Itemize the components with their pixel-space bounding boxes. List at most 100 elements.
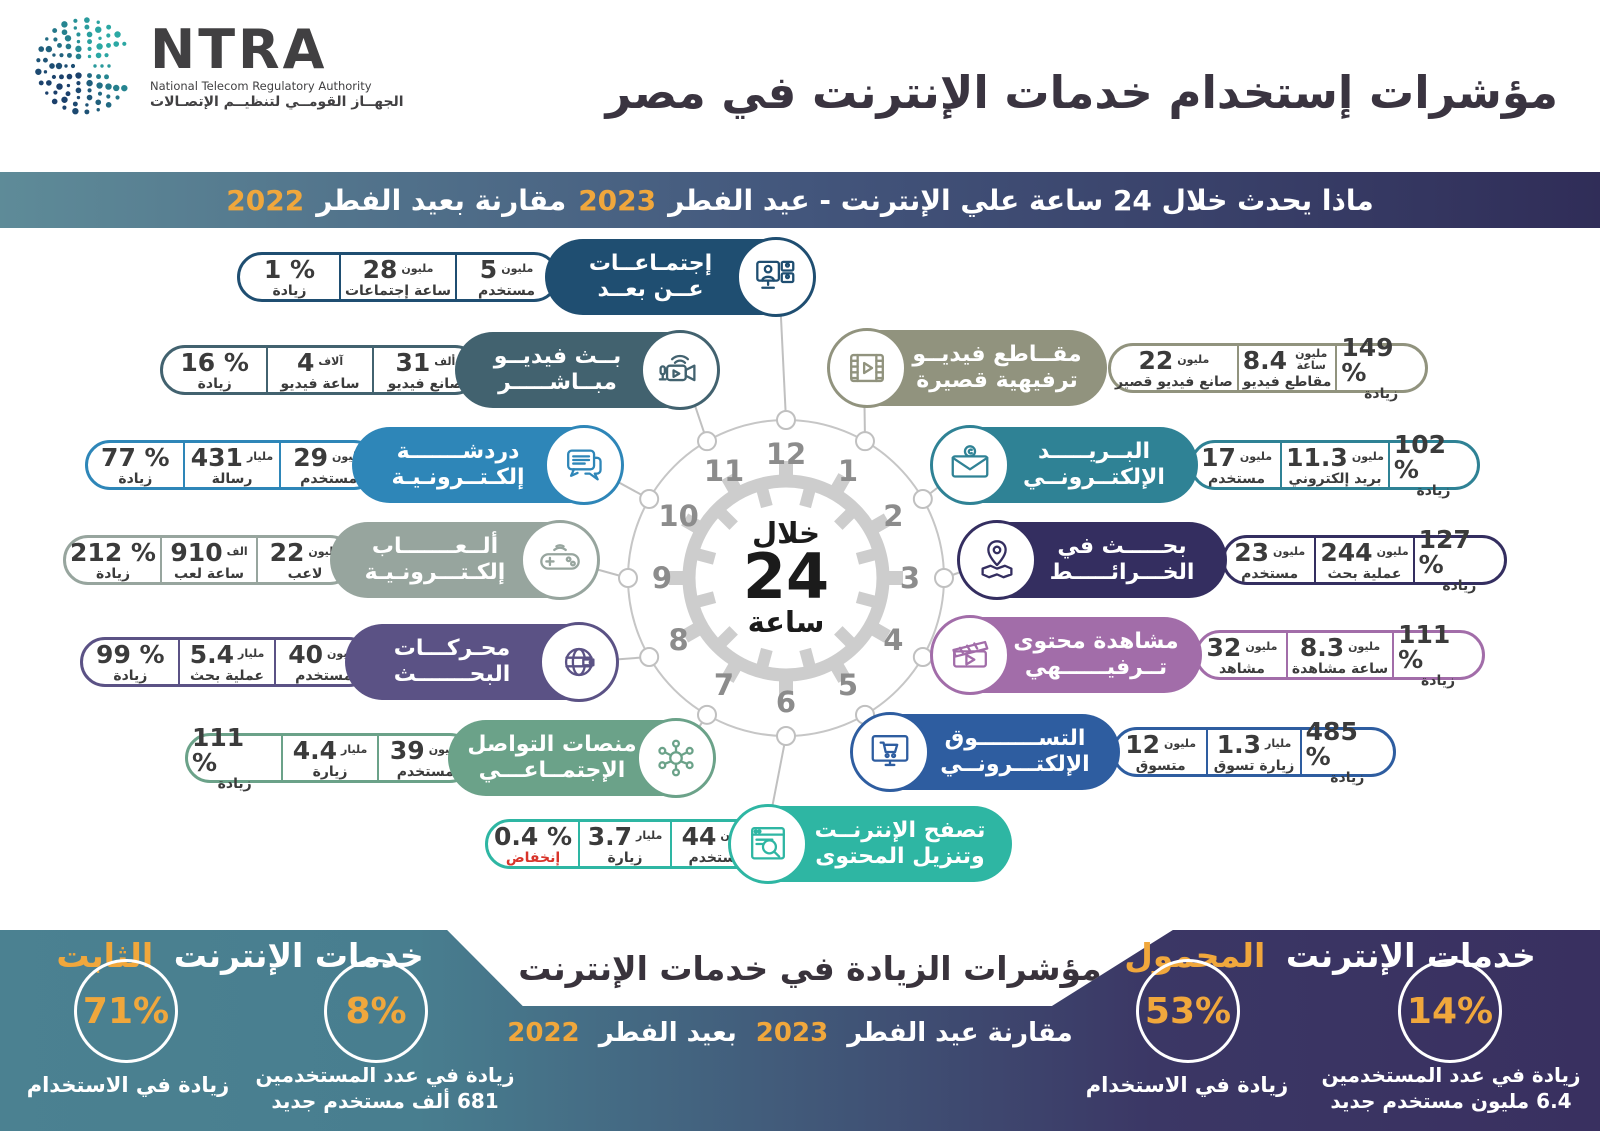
stat-cell-volume: 8.4 مليون ساعة مقاطع فيديو: [1239, 346, 1338, 390]
fixed-usage-value: 71%: [82, 990, 170, 1032]
increase-indicators-title: مؤشرات الزيادة في خدمات الإنترنت: [518, 948, 1102, 988]
stat-cell-volume: 3.7 مليار زيارة: [578, 822, 670, 866]
service-label: مقــاطع فيديــو ترفيهية قصيرة: [912, 341, 1082, 393]
ntra-dotted-globe-icon: [35, 17, 128, 115]
ntra-logo-text: NTRA National Telecom Regulatory Authori…: [150, 17, 404, 110]
mobile-users-value: 14%: [1406, 990, 1494, 1032]
stat-cell-volume: 244 مليون عملية بحث: [1316, 538, 1415, 582]
stat-cell-change: 212 % زيادة: [70, 537, 156, 582]
mobile-users-percent: 14%: [1398, 959, 1502, 1063]
stat-pill: 31 ألف صانع فيديو 4 آلاف ساعة فيديو 16 % زيادة: [160, 345, 480, 395]
clock-hour-3: 3: [899, 561, 921, 595]
clock-hour-5: 5: [837, 668, 859, 703]
clock-hour-10: 10: [658, 499, 699, 533]
banner-year-2022: 2022: [226, 183, 305, 217]
page-title: مؤشرات إستخدام خدمات الإنترنت في مصر: [605, 66, 1559, 119]
map-pin-icon: [957, 520, 1037, 600]
service-label: منصات التواصل الإجتمــاعـــي: [467, 731, 637, 783]
service-capsule: مشاهدة محتوى تــرفيــــــهي: [930, 615, 1202, 695]
clock-hour-7: 7: [713, 668, 735, 703]
service-capsule: ألــعـــــــاب إلكـتـــرونـيـة: [330, 520, 600, 600]
stat-cell-change: 485 % زيادة: [1305, 717, 1365, 786]
clock-hour-12: 12: [765, 437, 807, 471]
service-label: التســــــــوق الإلكتـــرونــي: [940, 725, 1090, 777]
service-capsule: البــريـــــد الإلكتــرونــي: [930, 425, 1198, 505]
stat-pill: 32 مليون مشاهد 8.3 مليون ساعة مشاهدة 111 % زياد…: [1195, 620, 1485, 689]
clock-hour-4: 4: [883, 623, 904, 657]
stat-cell-volume: 1.3 مليار زيارة تسوق: [1208, 730, 1302, 774]
clock-hour-11: 11: [703, 453, 745, 488]
service-capsule: بــث فيديــو مبــاشـــــر: [455, 330, 720, 410]
stat-cell-users: 12 مليون متسوق: [1115, 730, 1209, 774]
service-label: دردشـــــــة إلكـتــرونـيـة: [391, 438, 525, 490]
clock-label-24: 24: [742, 540, 830, 614]
clock-hour-1: 1: [837, 453, 859, 488]
stat-cell-users: 32 مليون مشاهد: [1198, 633, 1288, 677]
live-stream-icon: [640, 330, 720, 410]
service-label: ألــعـــــــاب إلكـتـــرونـيـة: [364, 533, 506, 585]
stat-cell-change: 102 % زيادة: [1393, 430, 1451, 499]
clock-label-top: خلال: [751, 516, 821, 551]
stat-pill: 5 مليون مستخدم 28 مليون ساعة إجتماعات 1 % زيادة: [237, 252, 559, 302]
stat-cell-volume: 8.3 مليون ساعة مشاهدة: [1288, 633, 1395, 677]
logo-subtitle-en: National Telecom Regulatory Authority: [150, 78, 372, 93]
logo-name: NTRA: [150, 17, 328, 81]
service-label: بــث فيديــو مبــاشـــــر: [493, 343, 622, 395]
stat-cell-volume: 11.3 مليون بريد إلكتروني: [1282, 443, 1390, 487]
banner-year-2023: 2023: [578, 183, 657, 217]
stat-pill: 29 مليون مستخدم 431 مليار رسالة 77 % زيادة: [85, 440, 379, 490]
gamepad-icon: [520, 520, 600, 600]
service-label: بحـــــث في الخـــرائـــــط: [1049, 533, 1195, 585]
stat-cell-change: 111 % زيادة: [1398, 620, 1456, 689]
service-capsule: التســــــــوق الإلكتـــرونــي: [850, 712, 1120, 792]
stat-pill: 22 مليون لاعب 910 الف ساعة لعب 212 % زيادة: [63, 535, 355, 585]
service-capsule: بحـــــث في الخـــرائـــــط: [957, 520, 1227, 600]
clock-hour-8: 8: [668, 623, 689, 657]
service-capsule: منصات التواصل الإجتمــاعـــي: [448, 718, 716, 798]
stat-cell-change: 111 % زيادة: [192, 723, 252, 792]
clock-center-label: خلال 24 ساعة: [743, 518, 829, 638]
stat-cell-change: 99 % زيادة: [96, 639, 165, 684]
stat-cell-users: 39 مليون مستخدم: [376, 736, 472, 780]
clock-hour-9: 9: [651, 561, 673, 595]
stat-cell-users: 40 مليون مستخدم: [274, 640, 371, 684]
stat-cell-users: 17 مليون مستخدم: [1193, 443, 1283, 487]
fixed-usage-caption: زيادة في الاستخدام: [26, 1073, 230, 1097]
mobile-users-caption: زيادة في عدد المستخدمين 6.4 مليون مستخدم…: [1321, 1063, 1581, 1113]
fixed-users-percent: 8%: [324, 959, 428, 1063]
mobile-title-text: خدمات الإنترنت: [1285, 936, 1536, 975]
social-network-icon: [636, 718, 716, 798]
stat-cell-change: 77 % زيادة: [101, 442, 170, 487]
stat-cell-change: 127 % زيادة: [1418, 525, 1477, 594]
service-capsule: تصفح الإنترنــت وتنزيل المحتوى: [728, 804, 1012, 884]
stat-cell-users: 22 مليون لاعب: [256, 538, 352, 582]
stat-cell-users: 31 ألف صانع فيديو: [371, 348, 477, 392]
stat-cell-volume: 431 مليار رسالة: [182, 443, 280, 487]
browser-search-icon: [728, 804, 808, 884]
stat-cell-change: 149 % زيادة: [1341, 333, 1399, 402]
service-label: مشاهدة محتوى تــرفيــــــهي: [1013, 628, 1179, 680]
service-capsule: محـركـــات البحـــــــث: [345, 622, 619, 702]
stat-cell-change: 1 % زيادة: [263, 254, 316, 299]
service-label: إجتمـاعــات عــن بعــد: [588, 250, 713, 302]
service-capsule: مقــاطع فيديــو ترفيهية قصيرة: [827, 328, 1107, 408]
question-banner: ماذا يحدث خلال 24 ساعة علي الإنترنت - عي…: [0, 172, 1600, 228]
ntra-logo: NTRA National Telecom Regulatory Authori…: [28, 10, 404, 122]
stat-pill: 22 مليون صانع فيديو قصير 8.4 مليون ساعة مقاطع…: [1108, 333, 1428, 402]
service-capsule: دردشـــــــة إلكـتــرونـيـة: [352, 425, 624, 505]
stat-cell-volume: 4 آلاف ساعة فيديو: [266, 348, 371, 392]
stat-pill: 17 مليون مستخدم 11.3 مليون بريد إلكتروني 102 %…: [1190, 430, 1480, 499]
stat-cell-volume: 910 الف ساعة لعب: [160, 538, 256, 582]
banner-text-2: مقارنة بعيد الفطر: [316, 183, 567, 217]
film-strip-icon: [827, 328, 907, 408]
mobile-usage-percent: 53%: [1136, 959, 1240, 1063]
chat-icon: [544, 425, 624, 505]
stat-pill: 39 مليون مستخدم 4.4 مليار زيارة 111 % زيادة: [185, 723, 475, 792]
clock-hour-6: 6: [775, 685, 797, 719]
service-label: محـركـــات البحـــــــث: [393, 635, 511, 687]
stat-cell-users: 22 مليون صانع فيديو قصير: [1111, 346, 1239, 390]
fixed-users-value: 8%: [345, 990, 407, 1032]
banner-text-1: ماذا يحدث خلال 24 ساعة علي الإنترنت - عي…: [668, 183, 1374, 217]
